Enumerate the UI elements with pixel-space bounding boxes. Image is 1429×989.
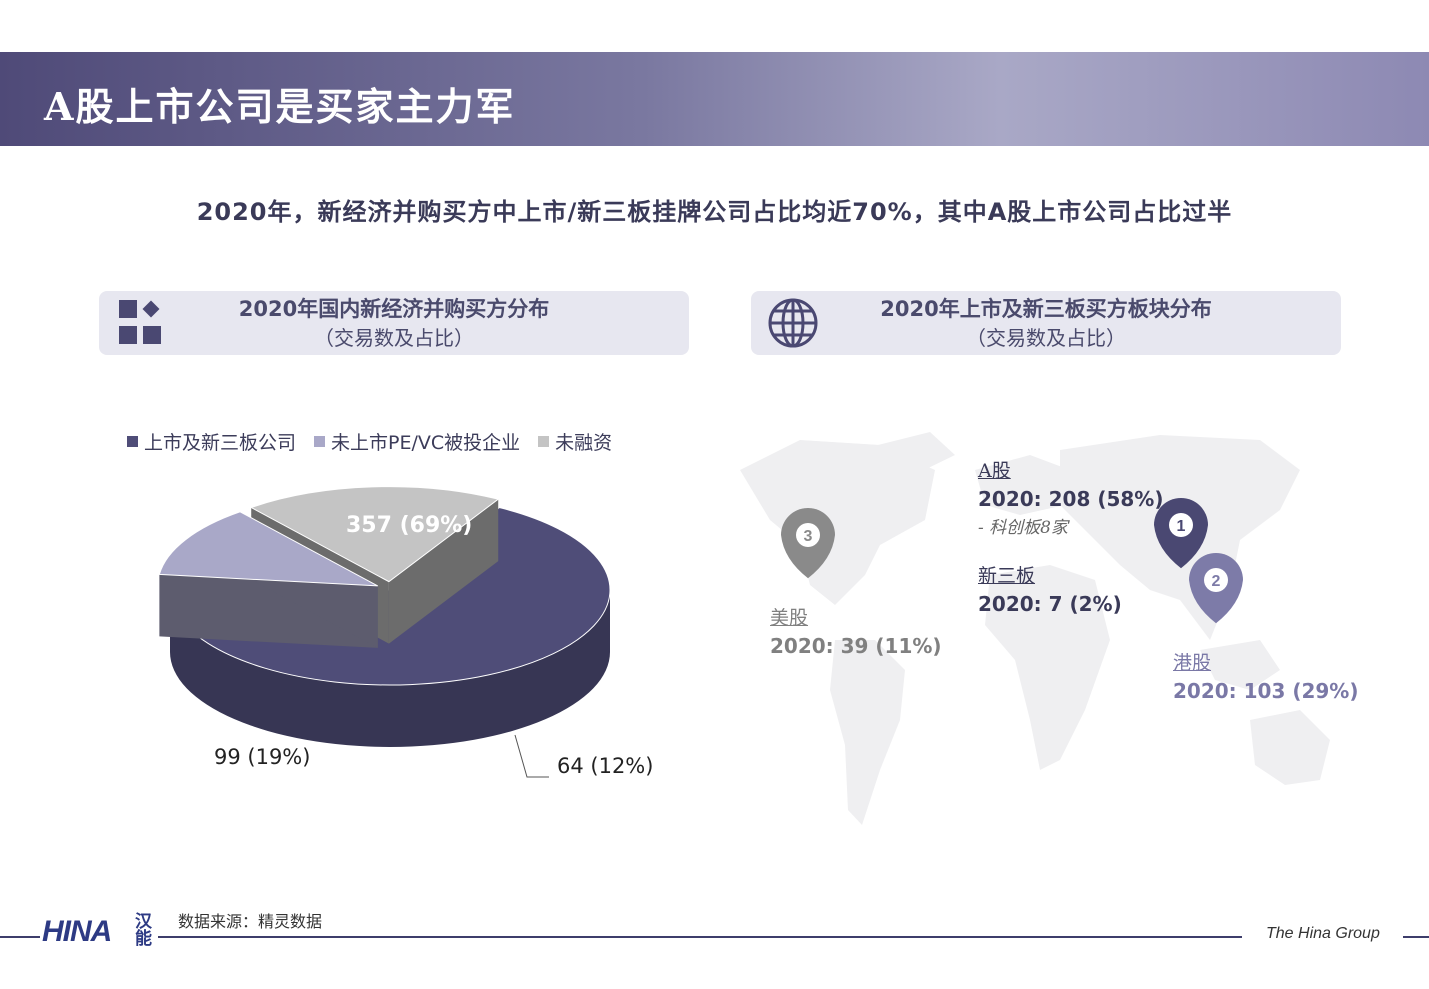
map-pin-3-number: 3 — [804, 528, 813, 545]
neeq-value: 2020: 7 (2%) — [978, 592, 1122, 616]
legend-label-listed: 上市及新三板公司 — [144, 432, 297, 454]
map-pin-2-icon: 2 — [1189, 553, 1243, 624]
slice-label-unfunded: 99 (19%) — [214, 745, 311, 769]
legend-item-listed: 上市及新三板公司 — [127, 428, 296, 455]
right-panel-subtitle: （交易数及占比） — [966, 326, 1126, 350]
hina-logo: HINA — [42, 915, 112, 948]
neeq-title: 新三板 — [978, 565, 1036, 587]
map-pin-1-number: 1 — [1177, 518, 1186, 535]
map-pin-3-icon: 3 — [781, 508, 835, 579]
a-share-value: 2020: 208 (58%) — [978, 487, 1164, 511]
hk-title: 港股 — [1173, 652, 1212, 674]
a-share-title: A股 — [978, 460, 1011, 482]
a-share-block: A股 2020: 208 (58%) - 科创板8家 — [978, 456, 1164, 538]
brand-name: The Hina Group — [1266, 925, 1380, 942]
right-panel-title: 2020年上市及新三板买方板块分布 — [880, 297, 1212, 321]
left-panel-header: 2020年国内新经济并购买方分布 （交易数及占比） — [99, 291, 689, 355]
chart-legend: 上市及新三板公司 未上市PE/VC被投企业 未融资 — [127, 428, 612, 455]
page-title: A股上市公司是买家主力军 — [44, 84, 516, 129]
legend-label-pevc: 未上市PE/VC被投企业 — [331, 432, 521, 454]
page-subtitle: 2020年，新经济并购买方中上市/新三板挂牌公司占比均近70%，其中A股上市公司… — [196, 198, 1233, 226]
right-panel-header: 2020年上市及新三板买方板块分布 （交易数及占比） — [751, 291, 1341, 355]
left-panel-title: 2020年国内新经济并购买方分布 — [238, 297, 550, 321]
neeq-block: 新三板 2020: 7 (2%) — [978, 561, 1122, 616]
footer-line-left — [0, 936, 40, 938]
data-source: 数据来源：精灵数据 — [178, 912, 323, 931]
us-block: 美股 2020: 39 (11%) — [770, 603, 942, 658]
globe-icon — [768, 298, 818, 348]
legend-swatch-unfunded — [538, 436, 550, 447]
hina-logo-cn: 汉能 — [135, 912, 152, 949]
map-pin-1-icon: 1 — [1154, 498, 1208, 569]
left-panel-subtitle: （交易数及占比） — [314, 326, 474, 350]
slice-label-pevc: 64 (12%) — [557, 754, 654, 778]
title-banner — [0, 52, 1429, 146]
us-title: 美股 — [770, 607, 809, 629]
us-value: 2020: 39 (11%) — [770, 634, 942, 658]
footer-line-main — [158, 936, 1242, 938]
a-share-note: - 科创板8家 — [978, 518, 1068, 538]
hk-block: 港股 2020: 103 (29%) — [1173, 648, 1359, 703]
legend-swatch-listed — [127, 436, 138, 447]
legend-item-pevc: 未上市PE/VC被投企业 — [314, 428, 520, 455]
legend-swatch-pevc — [314, 436, 326, 447]
squares-diamond-icon — [119, 300, 161, 344]
hk-value: 2020: 103 (29%) — [1173, 679, 1359, 703]
legend-item-unfunded: 未融资 — [538, 428, 612, 455]
map-pin-2-number: 2 — [1212, 573, 1221, 590]
footer-line-right — [1403, 936, 1429, 938]
slice-label-listed: 357 (69%) — [346, 513, 473, 538]
legend-label-unfunded: 未融资 — [555, 432, 613, 454]
